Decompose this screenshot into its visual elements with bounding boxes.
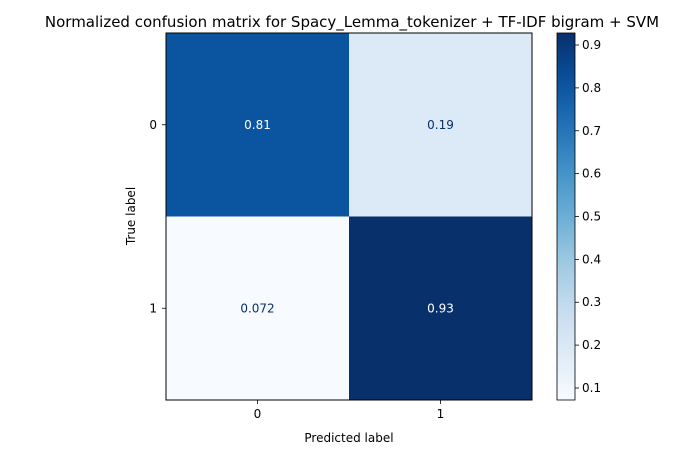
x-tick-label: 1 [437,407,445,421]
matrix-cell [166,33,349,217]
colorbar-tick-label: 0.3 [582,295,601,309]
colorbar-axis: 0.1 0.2 0.3 0.4 0.5 0.6 0.7 0.8 0.9 [575,38,601,395]
cell-value-label: 0.81 [244,118,271,132]
colorbar-tick-label: 0.8 [582,81,601,95]
y-axis-label: True label [124,187,138,246]
colorbar-tick-label: 0.9 [582,38,601,52]
x-tick-label: 0 [254,407,262,421]
cell-value-label: 0.19 [427,118,454,132]
colorbar-tick-label: 0.2 [582,338,601,352]
y-axis: 01 [149,118,166,315]
colorbar-tick-label: 0.5 [582,210,601,224]
chart-title: Normalized confusion matrix for Spacy_Le… [45,13,659,32]
cell-value-label: 0.072 [240,301,274,315]
colorbar [556,32,576,401]
colorbar-tick-label: 0.1 [582,381,601,395]
matrix-cell [349,216,532,400]
matrix-cell [349,33,532,217]
colorbar-tick-label: 0.4 [582,252,601,266]
cell-value-label: 0.93 [427,301,454,315]
x-axis-label: Predicted label [304,431,393,445]
matrix-cells: 0.81 0.19 0.072 0.93 [166,33,532,400]
colorbar-tick-label: 0.6 [582,167,601,181]
y-tick-label: 0 [149,118,157,132]
y-tick-label: 1 [149,301,157,315]
colorbar-tick-label: 0.7 [582,124,601,138]
plot-frame [165,32,533,401]
matrix-cell [166,216,349,400]
